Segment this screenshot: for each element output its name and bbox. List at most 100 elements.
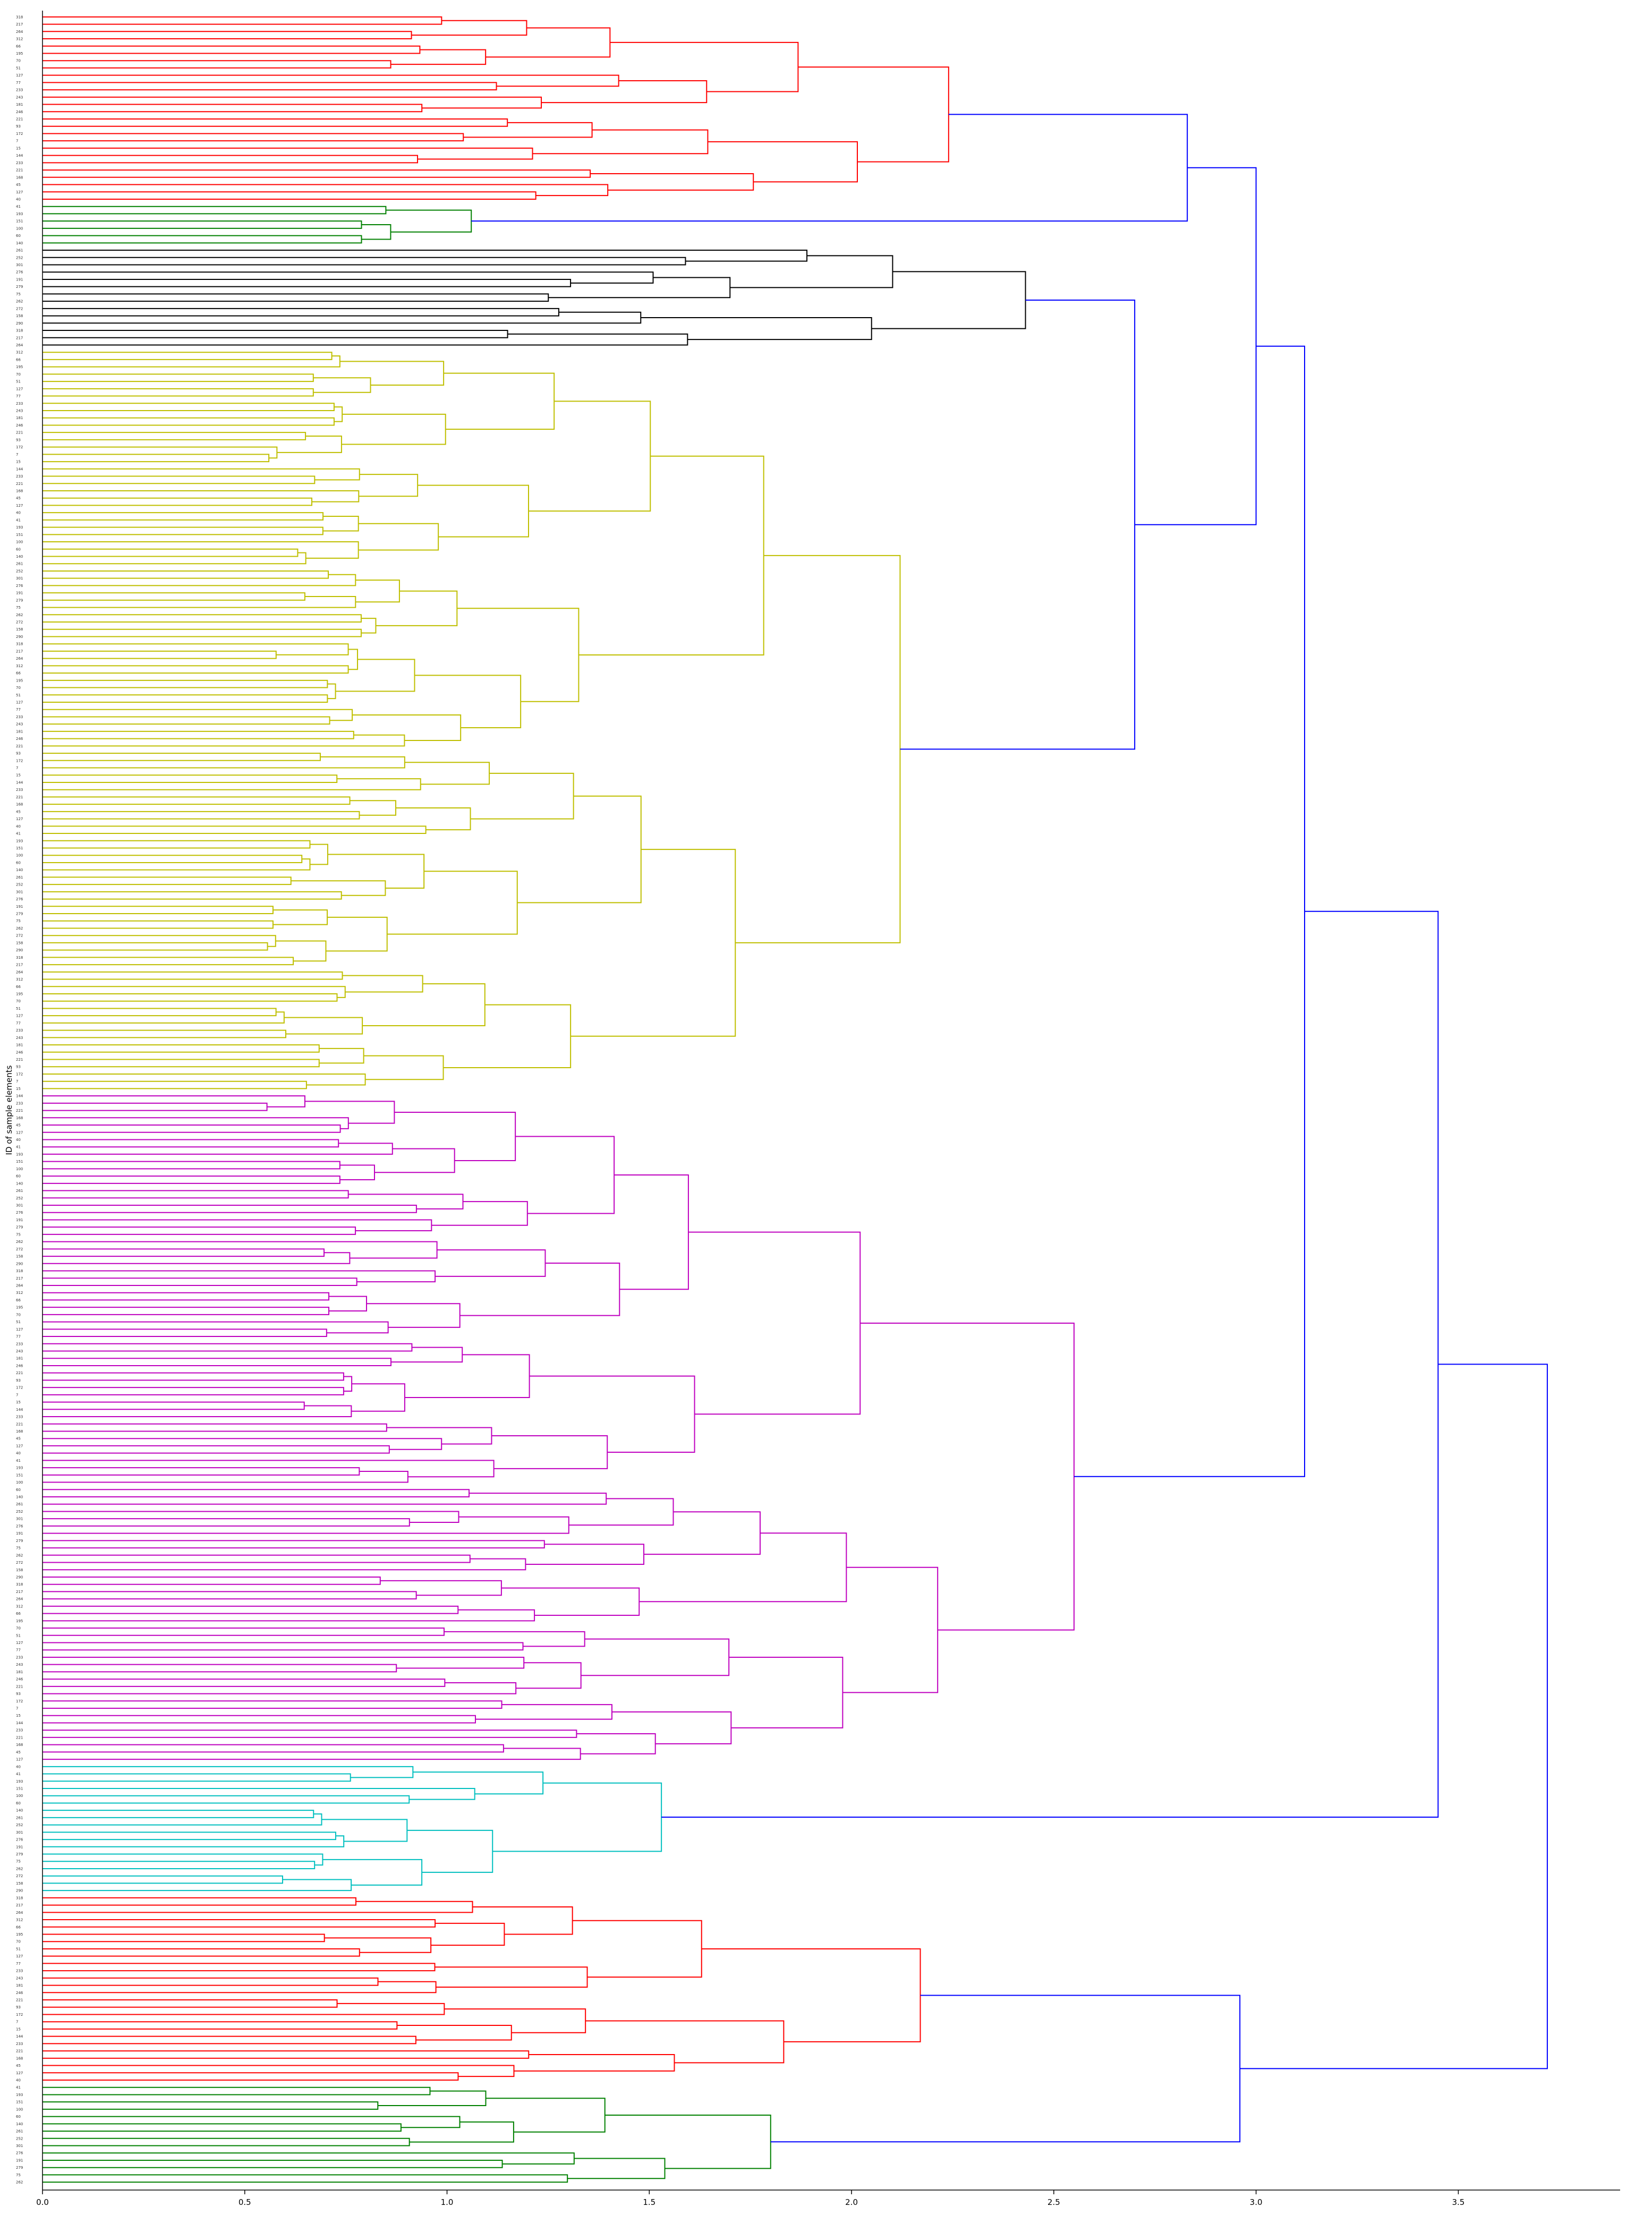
cluster-link (42, 1518, 410, 1527)
cluster-link (42, 796, 351, 805)
cluster-link (42, 2003, 445, 2015)
cluster-link (42, 1999, 338, 2008)
cluster-link (42, 454, 270, 463)
leaf-label: 221 (16, 1684, 23, 1689)
leaf-label: 66 (16, 1612, 21, 1616)
cluster-link (42, 1963, 436, 1972)
cluster-link (42, 1358, 391, 1366)
leaf-label: 151 (16, 219, 23, 224)
leaf-label: 191 (16, 277, 23, 282)
cluster-link (42, 541, 359, 559)
leaf-label: 290 (16, 1262, 23, 1266)
leaf-label: 276 (16, 1211, 23, 1215)
leaf-label: 127 (16, 1954, 23, 1958)
leaf-label: 15 (16, 2027, 21, 2031)
cluster-link (42, 184, 609, 197)
cluster-link (321, 1819, 408, 1842)
leaf-label: 151 (16, 1160, 23, 1164)
leaf-label: 301 (16, 1204, 23, 1208)
leaf-label: 140 (16, 2122, 23, 2126)
dendrogram-links (42, 16, 1548, 2183)
leaf-label: 66 (16, 1925, 21, 1929)
leaf-label: 75 (16, 1860, 21, 1864)
leaf-label: 264 (16, 1283, 23, 1288)
leaf-label: 301 (16, 1517, 23, 1521)
leaf-label: 193 (16, 1152, 23, 1156)
cluster-link (42, 756, 405, 769)
cluster-link (444, 1631, 585, 1647)
leaf-label: 312 (16, 1291, 23, 1295)
cluster-6 (42, 1766, 662, 1892)
leaf-label: 246 (16, 1364, 23, 1368)
leaf-label: 40 (16, 2078, 21, 2082)
leaf-label: 172 (16, 1072, 23, 1076)
leaf-label: 7 (16, 2020, 18, 2024)
leaf-label: 151 (16, 2100, 23, 2105)
leaf-label: 70 (16, 1313, 21, 1317)
cluster-link (42, 957, 294, 966)
leaf-label: 15 (16, 1400, 21, 1404)
cluster-link (42, 1511, 459, 1523)
leaf-label: 262 (16, 1553, 23, 1557)
cluster-link (42, 1540, 545, 1549)
leaf-label: 261 (16, 1816, 23, 1820)
cluster-link (387, 871, 518, 935)
cluster-link (42, 1117, 349, 1129)
leaf-label: 272 (16, 306, 23, 311)
cluster-link (42, 1321, 389, 1334)
cluster-link (42, 373, 314, 382)
cluster-link (42, 1493, 607, 1505)
leaf-label: 221 (16, 168, 23, 173)
cluster-link (529, 1375, 695, 1453)
cluster-link (42, 650, 277, 659)
cluster-link (871, 271, 1026, 329)
x-tick-label: 1.0 (441, 2197, 454, 2207)
cluster-link (42, 191, 537, 200)
cluster-link (284, 1017, 363, 1035)
cluster-link (459, 1262, 620, 1316)
leaf-label: 158 (16, 627, 23, 632)
cluster-link (42, 1795, 410, 1804)
leaf-label: 127 (16, 1014, 23, 1018)
leaf-label: 140 (16, 1495, 23, 1500)
leaf-label: 151 (16, 1786, 23, 1791)
cluster-link (341, 413, 446, 445)
cluster-link (42, 2035, 416, 2044)
leaf-label: 264 (16, 970, 23, 974)
cluster-link (581, 1638, 730, 1676)
leaf-label: 261 (16, 1502, 23, 1506)
cluster-link (329, 1296, 368, 1312)
cluster-link (339, 361, 445, 386)
cluster-link (42, 2050, 530, 2059)
leaf-label: 301 (16, 263, 23, 267)
leaf-label: 15 (16, 1087, 21, 1091)
cluster-link (404, 1354, 530, 1398)
cluster-link (42, 1073, 366, 1086)
cluster-link (42, 920, 274, 929)
cluster-link (42, 1933, 325, 1943)
leaf-labels: 3182172643126619570511277723324318124622… (16, 15, 23, 2184)
cluster-link (729, 1656, 844, 1728)
cluster-link (361, 224, 391, 240)
leaf-label: 233 (16, 715, 23, 719)
leaf-label: 312 (16, 977, 23, 982)
leaf-label: 66 (16, 357, 21, 362)
leaf-label: 318 (16, 956, 23, 960)
leaf-label: 93 (16, 438, 21, 442)
x-tick-label: 2.0 (845, 2197, 858, 2207)
leaf-label: 168 (16, 1743, 23, 1747)
leaf-label: 272 (16, 1247, 23, 1251)
cluster-link (42, 2137, 410, 2146)
leaf-label: 77 (16, 394, 21, 398)
leaf-label: 233 (16, 1655, 23, 1659)
cluster-link (42, 1143, 393, 1155)
leaf-label: 279 (16, 1225, 23, 1230)
leaf-label: 195 (16, 365, 23, 369)
cluster-link (42, 206, 387, 215)
leaf-label: 40 (16, 511, 21, 515)
cluster-link (517, 795, 642, 904)
cluster-link (42, 1080, 307, 1089)
leaf-label: 312 (16, 1604, 23, 1608)
leaf-label: 233 (16, 1728, 23, 1733)
leaf-label: 127 (16, 504, 23, 508)
